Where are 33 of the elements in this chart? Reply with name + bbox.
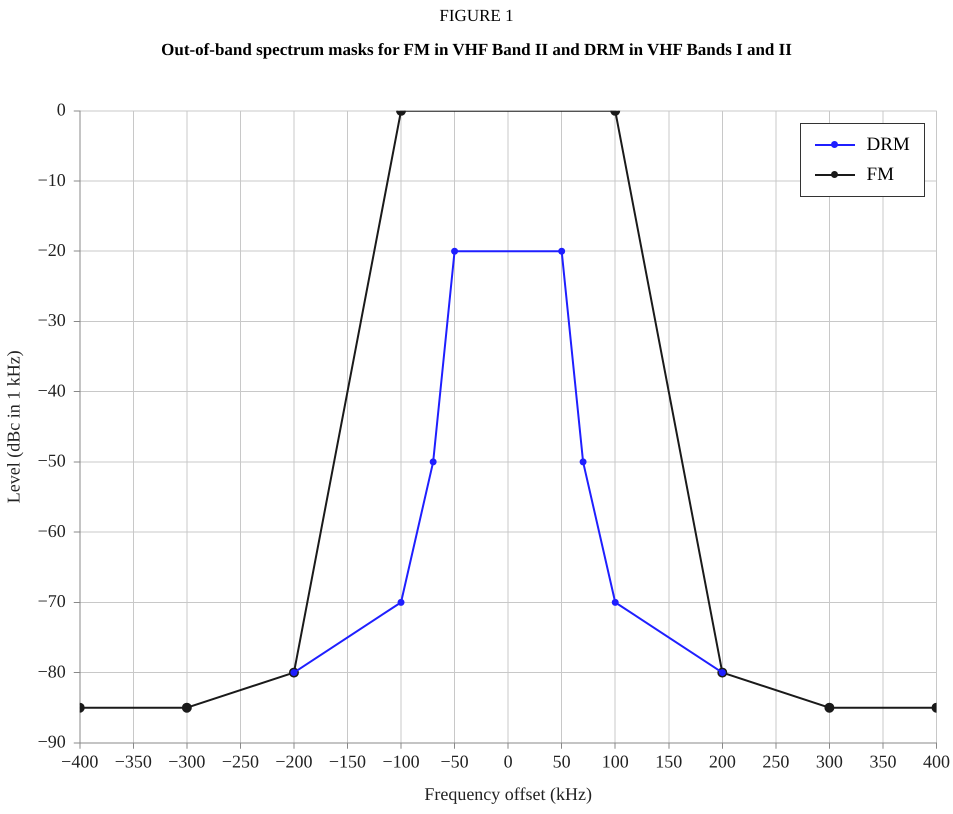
y-tick-label: −80 xyxy=(38,661,66,682)
x-tick-label: −350 xyxy=(114,751,152,772)
legend-label: DRM xyxy=(866,134,910,156)
x-tick-label: 250 xyxy=(762,751,790,772)
x-tick-label: −200 xyxy=(275,751,313,772)
x-axis-title: Frequency offset (kHz) xyxy=(424,784,592,804)
x-tick-label: 100 xyxy=(602,751,629,772)
x-tick-label: 350 xyxy=(869,751,896,772)
y-axis-title: Level (dBc in 1 kHz) xyxy=(4,350,24,504)
x-tick-label: −300 xyxy=(168,751,206,772)
x-tick-label: 300 xyxy=(816,751,843,772)
x-tick-label: 150 xyxy=(655,751,682,772)
x-tick-label: 50 xyxy=(552,751,571,772)
y-tick-label: −90 xyxy=(38,732,66,752)
y-tick-label: −60 xyxy=(38,520,66,541)
y-tick-label: −50 xyxy=(38,450,66,471)
legend-label: FM xyxy=(866,164,894,186)
x-tick-label: −100 xyxy=(382,751,420,772)
x-tick-label: −150 xyxy=(328,751,366,772)
y-tick-label: 0 xyxy=(56,100,66,120)
x-tick-label: 200 xyxy=(708,751,736,772)
chart-title: FIGURE 1 xyxy=(438,6,515,26)
y-tick-label: −70 xyxy=(38,591,66,612)
x-tick-label: −50 xyxy=(440,751,469,772)
x-tick-label: 0 xyxy=(504,751,513,772)
chart-subtitle: Out-of-band spectrum masks for FM in VHF Band II and DRM in VHF Bands I and II xyxy=(160,40,793,60)
y-tick-label: −30 xyxy=(38,310,66,330)
y-tick-label: −40 xyxy=(38,380,66,400)
x-tick-label: −250 xyxy=(222,751,259,772)
x-tick-label: 400 xyxy=(923,751,950,772)
x-tick-label: −400 xyxy=(61,751,98,772)
y-tick-label: −20 xyxy=(38,240,66,260)
y-tick-label: −10 xyxy=(38,170,66,190)
